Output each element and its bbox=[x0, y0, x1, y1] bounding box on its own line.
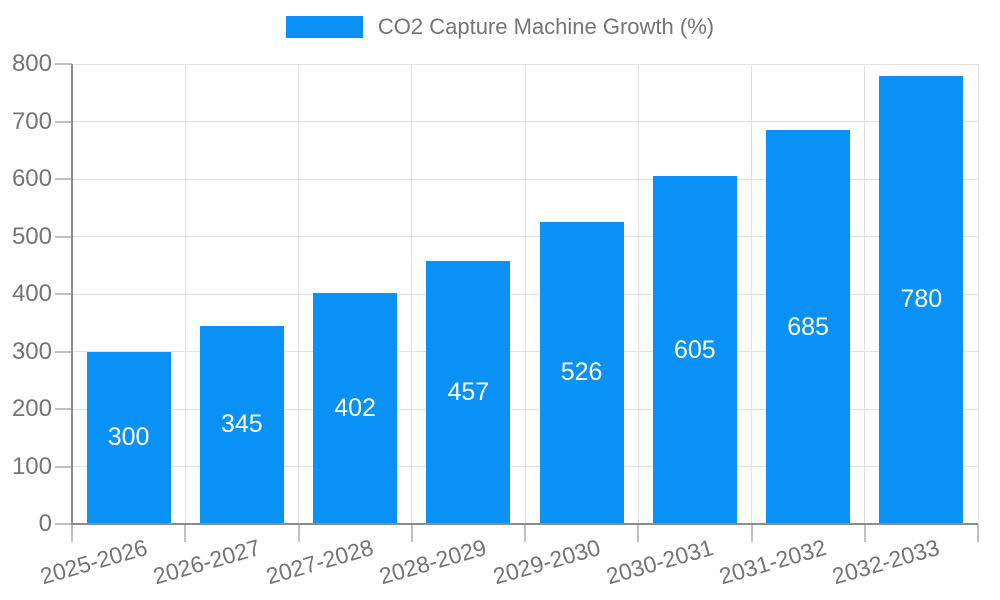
x-gridline bbox=[637, 64, 639, 524]
x-gridline bbox=[524, 64, 526, 524]
y-tick-label: 700 bbox=[11, 107, 52, 135]
bar-2026-2027[interactable]: 345 bbox=[199, 325, 284, 524]
bar-value-label: 457 bbox=[447, 378, 490, 407]
y-tick-mark bbox=[55, 63, 72, 65]
bar-2029-2030[interactable]: 526 bbox=[539, 221, 624, 524]
y-tick-mark bbox=[55, 293, 72, 295]
y-tick-label: 400 bbox=[11, 280, 52, 307]
x-gridline bbox=[298, 64, 299, 524]
y-tick-label: 0 bbox=[38, 510, 52, 537]
bar-2031-2032[interactable]: 685 bbox=[766, 130, 851, 524]
bar-value-label: 605 bbox=[674, 335, 716, 364]
bar-2025-2026[interactable]: 300 bbox=[86, 351, 171, 524]
x-tick-mark bbox=[524, 524, 526, 542]
x-tick-mark bbox=[750, 524, 753, 542]
x-tick-mark bbox=[637, 524, 640, 542]
bar-value-label: 526 bbox=[560, 358, 603, 387]
legend[interactable]: CO2 Capture Machine Growth (%) bbox=[0, 14, 1000, 40]
bar-value-label: 780 bbox=[900, 285, 943, 314]
y-tick-label: 500 bbox=[11, 222, 52, 250]
y-tick-mark bbox=[55, 120, 72, 123]
y-tick-mark bbox=[55, 465, 72, 468]
legend-swatch-icon bbox=[285, 16, 363, 38]
x-tick-mark bbox=[297, 524, 300, 542]
x-gridline bbox=[977, 64, 979, 524]
bar-value-label: 402 bbox=[334, 393, 376, 422]
x-gridline bbox=[751, 64, 752, 524]
y-tick-mark bbox=[55, 523, 72, 525]
plot-area: 300 345 402 457 526 605 685 780 0 100 200 300 400 50… bbox=[12, 52, 979, 542]
x-tick-mark bbox=[863, 524, 866, 542]
y-tick-mark bbox=[55, 350, 72, 353]
x-gridline bbox=[864, 64, 866, 524]
x-tick-mark bbox=[184, 524, 187, 542]
y-tick-mark bbox=[55, 408, 72, 410]
x-tick-mark bbox=[71, 524, 73, 542]
y-tick-mark bbox=[55, 178, 72, 180]
x-axis-labels: 2025-2026 2026-2027 2027-2028 2028-2029 2029… bbox=[37, 524, 978, 600]
x-tick-mark bbox=[410, 524, 413, 542]
bar-2028-2029[interactable]: 457 bbox=[426, 261, 511, 524]
bar-value-label: 345 bbox=[221, 410, 263, 439]
y-tick-label: 200 bbox=[11, 395, 52, 422]
y-tick-label: 300 bbox=[11, 337, 52, 365]
bar-value-label: 300 bbox=[107, 423, 150, 452]
y-tick-label: 600 bbox=[11, 165, 52, 192]
x-axis-line bbox=[71, 523, 978, 525]
bar-2032-2033[interactable]: 780 bbox=[879, 75, 964, 524]
legend-series-label: CO2 Capture Machine Growth (%) bbox=[377, 14, 715, 39]
x-gridline bbox=[184, 64, 186, 524]
x-gridline bbox=[411, 64, 413, 524]
bar-2027-2028[interactable]: 402 bbox=[313, 292, 398, 524]
y-axis-line bbox=[71, 64, 73, 524]
y-tick-label: 100 bbox=[11, 452, 52, 480]
bar-value-label: 685 bbox=[787, 312, 829, 341]
y-tick-mark bbox=[55, 235, 72, 238]
bar-2030-2031[interactable]: 605 bbox=[652, 176, 737, 524]
x-tick-mark bbox=[977, 524, 979, 542]
y-tick-label: 800 bbox=[11, 50, 52, 77]
